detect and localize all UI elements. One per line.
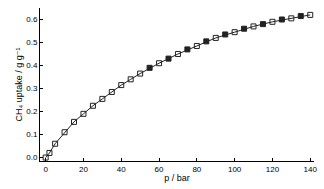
svg-text:0.3: 0.3	[26, 84, 38, 93]
svg-text:40: 40	[117, 165, 126, 174]
svg-text:80: 80	[192, 165, 201, 174]
svg-text:60: 60	[155, 165, 164, 174]
svg-text:p / bar: p / bar	[164, 173, 190, 183]
svg-text:0: 0	[43, 165, 48, 174]
svg-text:0.1: 0.1	[26, 130, 38, 139]
svg-text:0.6: 0.6	[26, 15, 38, 24]
svg-text:20: 20	[79, 165, 88, 174]
svg-text:100: 100	[228, 165, 242, 174]
svg-text:0.5: 0.5	[26, 38, 38, 47]
svg-text:120: 120	[266, 165, 280, 174]
svg-text:CH₄ uptake / g g⁻¹: CH₄ uptake / g g⁻¹	[14, 48, 24, 122]
svg-text:0.4: 0.4	[26, 61, 38, 70]
svg-text:0.0: 0.0	[26, 153, 38, 162]
svg-text:140: 140	[304, 165, 318, 174]
svg-text:0.2: 0.2	[26, 107, 38, 116]
